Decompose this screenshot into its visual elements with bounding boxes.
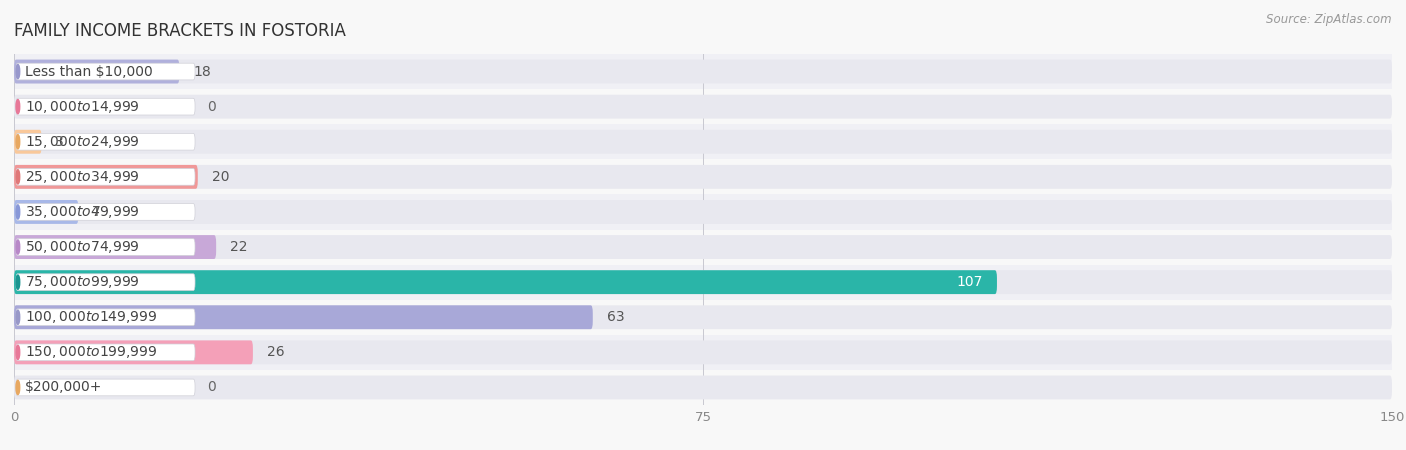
FancyBboxPatch shape	[15, 203, 195, 220]
Text: $15,000 to $24,999: $15,000 to $24,999	[25, 134, 139, 150]
FancyBboxPatch shape	[14, 200, 79, 224]
FancyBboxPatch shape	[14, 130, 42, 154]
FancyBboxPatch shape	[14, 340, 1392, 364]
Text: Less than $10,000: Less than $10,000	[25, 64, 152, 79]
Text: 26: 26	[267, 345, 284, 360]
FancyBboxPatch shape	[15, 133, 195, 150]
FancyBboxPatch shape	[14, 200, 1392, 224]
Text: 22: 22	[231, 240, 247, 254]
Text: $50,000 to $74,999: $50,000 to $74,999	[25, 239, 139, 255]
FancyBboxPatch shape	[15, 63, 195, 80]
Circle shape	[15, 99, 20, 114]
Text: $75,000 to $99,999: $75,000 to $99,999	[25, 274, 139, 290]
FancyBboxPatch shape	[15, 309, 195, 326]
Circle shape	[15, 275, 20, 289]
Bar	[14, 124, 1392, 159]
FancyBboxPatch shape	[14, 375, 1392, 400]
Circle shape	[15, 64, 20, 79]
Text: Source: ZipAtlas.com: Source: ZipAtlas.com	[1267, 14, 1392, 27]
FancyBboxPatch shape	[14, 235, 1392, 259]
Bar	[14, 54, 1392, 89]
Bar	[14, 370, 1392, 405]
FancyBboxPatch shape	[15, 344, 195, 361]
Text: 7: 7	[93, 205, 101, 219]
Text: $100,000 to $149,999: $100,000 to $149,999	[25, 309, 157, 325]
Bar	[14, 194, 1392, 230]
Text: $25,000 to $34,999: $25,000 to $34,999	[25, 169, 139, 185]
Bar	[14, 300, 1392, 335]
Text: 107: 107	[957, 275, 983, 289]
Text: 0: 0	[207, 99, 215, 114]
FancyBboxPatch shape	[14, 305, 593, 329]
Bar	[14, 335, 1392, 370]
FancyBboxPatch shape	[14, 270, 1392, 294]
Circle shape	[15, 135, 20, 149]
FancyBboxPatch shape	[15, 168, 195, 185]
FancyBboxPatch shape	[15, 238, 195, 256]
Bar	[14, 159, 1392, 194]
FancyBboxPatch shape	[14, 59, 180, 84]
FancyBboxPatch shape	[14, 94, 1392, 119]
Bar	[14, 230, 1392, 265]
FancyBboxPatch shape	[14, 235, 217, 259]
Circle shape	[15, 205, 20, 219]
Text: $200,000+: $200,000+	[25, 380, 103, 395]
Bar	[14, 265, 1392, 300]
Text: $10,000 to $14,999: $10,000 to $14,999	[25, 99, 139, 115]
FancyBboxPatch shape	[14, 165, 198, 189]
Circle shape	[15, 345, 20, 360]
Circle shape	[15, 240, 20, 254]
Text: 20: 20	[211, 170, 229, 184]
Text: 0: 0	[207, 380, 215, 395]
FancyBboxPatch shape	[14, 340, 253, 364]
FancyBboxPatch shape	[14, 59, 1392, 84]
Text: $35,000 to $49,999: $35,000 to $49,999	[25, 204, 139, 220]
Text: 3: 3	[55, 135, 65, 149]
Circle shape	[15, 310, 20, 324]
FancyBboxPatch shape	[14, 270, 997, 294]
FancyBboxPatch shape	[14, 305, 1392, 329]
Circle shape	[15, 170, 20, 184]
FancyBboxPatch shape	[14, 165, 1392, 189]
FancyBboxPatch shape	[15, 98, 195, 115]
Text: $150,000 to $199,999: $150,000 to $199,999	[25, 344, 157, 360]
Circle shape	[15, 380, 20, 395]
Text: 18: 18	[193, 64, 211, 79]
FancyBboxPatch shape	[15, 379, 195, 396]
Bar	[14, 89, 1392, 124]
Text: 63: 63	[606, 310, 624, 324]
FancyBboxPatch shape	[14, 130, 1392, 154]
Text: FAMILY INCOME BRACKETS IN FOSTORIA: FAMILY INCOME BRACKETS IN FOSTORIA	[14, 22, 346, 40]
FancyBboxPatch shape	[15, 274, 195, 291]
